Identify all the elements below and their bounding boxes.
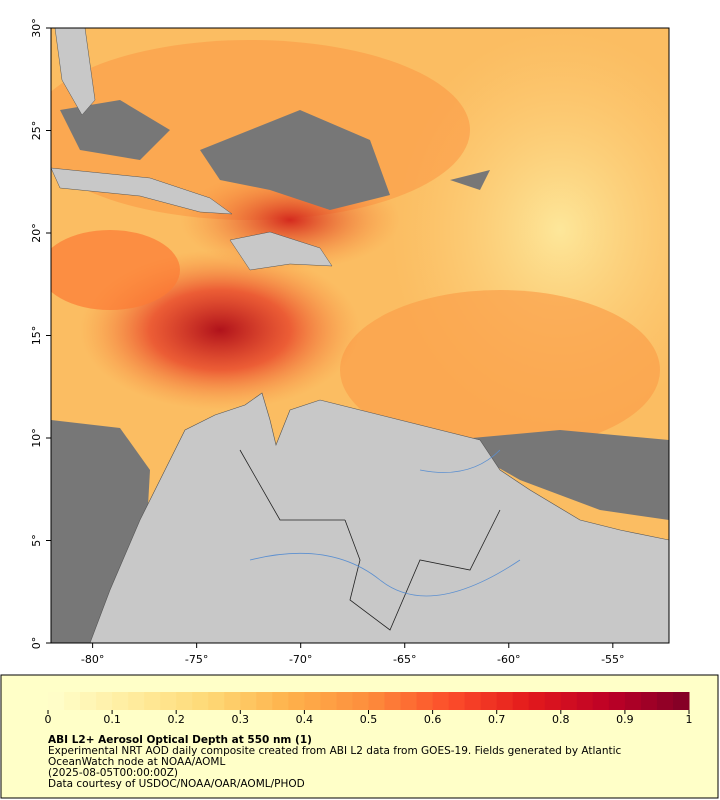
- colorbar-swatch: [192, 692, 209, 710]
- river: [249, 449, 521, 597]
- colorbar: 0 0.1 0.2 0.3 0.4 0.5 0.6 0.7 0.8 0.9 1: [45, 692, 693, 726]
- colorbar-swatch: [512, 692, 530, 710]
- colorbar-swatch: [96, 692, 113, 710]
- colorbar-swatch: [432, 692, 450, 710]
- colorbar-swatch: [80, 692, 97, 710]
- colorbar-swatch: [560, 692, 578, 710]
- land: [54, 28, 96, 116]
- colorbar-swatch: [480, 692, 498, 710]
- colorbar-swatch: [128, 692, 145, 710]
- aerosol-field: [340, 290, 660, 450]
- colorbar-swatch: [448, 692, 466, 710]
- no-data: [450, 430, 669, 520]
- colorbar-swatch: [272, 692, 289, 710]
- colorbar-swatch: [256, 692, 273, 710]
- x-tick-label: -70°: [289, 653, 312, 666]
- y-tick-label: 10°: [30, 428, 43, 448]
- colorbar-swatch: [544, 692, 562, 710]
- colorbar-tick-label: 0.6: [424, 713, 442, 726]
- colorbar-swatch: [288, 692, 305, 710]
- x-tick-label: -75°: [185, 653, 208, 666]
- colorbar-swatch: [640, 692, 658, 710]
- colorbar-swatch: [368, 692, 386, 710]
- y-tick-label: 30°: [30, 18, 43, 38]
- colorbar-swatch: [320, 692, 337, 710]
- caption-line: OceanWatch node at NOAA/AOML: [48, 756, 225, 768]
- colorbar-swatch: [400, 692, 418, 710]
- x-tick-label: -55°: [601, 653, 624, 666]
- land: [229, 231, 333, 271]
- colorbar-swatch: [208, 692, 225, 710]
- caption-line: Data courtesy of USDOC/NOAA/OAR/AOML/PHO…: [48, 778, 305, 790]
- y-tick-label: 5°: [30, 534, 43, 547]
- y-tick-label: 0°: [30, 637, 43, 650]
- colorbar-swatch: [528, 692, 546, 710]
- land: [89, 392, 669, 643]
- colorbar-tick-label: 0.5: [360, 713, 378, 726]
- x-tick-label: -65°: [393, 653, 416, 666]
- colorbar-swatch: [112, 692, 129, 710]
- colorbar-tick-label: 1: [686, 713, 693, 726]
- no-data: [450, 170, 490, 190]
- colorbar-swatch: [576, 692, 594, 710]
- x-tick-label: -60°: [497, 653, 520, 666]
- colorbar-tick-label: 0.1: [103, 713, 121, 726]
- y-tick-label: 25°: [30, 121, 43, 141]
- no-data: [60, 100, 170, 160]
- caption-line: (2025-08-05T00:00:00Z): [48, 767, 178, 779]
- colorbar-swatch: [224, 692, 241, 710]
- colorbar-swatch: [144, 692, 161, 710]
- x-tick-label: -80°: [81, 653, 104, 666]
- map-area: [51, 28, 669, 643]
- axes: -80° -75° -70° -65° -60° -55° 0° 5° 10° 15° 20° 25°…: [30, 18, 625, 666]
- land: [51, 167, 233, 215]
- colorbar-swatch: [64, 692, 81, 710]
- colorbar-swatch: [464, 692, 482, 710]
- caption-line: Experimental NRT AOD daily composite cre…: [48, 745, 622, 757]
- colorbar-swatch: [608, 692, 626, 710]
- caption-title: ABI L2+ Aerosol Optical Depth at 550 nm …: [48, 734, 312, 746]
- colorbar-swatch: [592, 692, 610, 710]
- colorbar-tick-label: 0: [45, 713, 52, 726]
- colorbar-swatch: [672, 692, 690, 710]
- colorbar-swatch: [656, 692, 674, 710]
- colorbar-swatch: [384, 692, 402, 710]
- colorbar-swatch: [352, 692, 369, 710]
- border: [239, 449, 501, 631]
- colorbar-swatch: [416, 692, 434, 710]
- colorbar-swatch: [304, 692, 321, 710]
- colorbar-swatch: [176, 692, 193, 710]
- colorbar-tick-label: 0.3: [232, 713, 250, 726]
- colorbar-swatch: [336, 692, 353, 710]
- colorbar-swatch: [496, 692, 514, 710]
- y-tick-label: 20°: [30, 223, 43, 243]
- colorbar-swatch: [240, 692, 257, 710]
- colorbar-swatch: [160, 692, 177, 710]
- colorbar-tick-label: 0.7: [488, 713, 506, 726]
- colorbar-swatch: [624, 692, 642, 710]
- y-tick-label: 15°: [30, 326, 43, 346]
- colorbar-tick-label: 0.9: [616, 713, 634, 726]
- colorbar-tick-label: 0.2: [167, 713, 185, 726]
- colorbar-swatch: [48, 692, 65, 710]
- aerosol-field: [51, 230, 180, 310]
- colorbar-tick-label: 0.8: [552, 713, 570, 726]
- colorbar-tick-label: 0.4: [296, 713, 314, 726]
- no-data: [200, 110, 390, 210]
